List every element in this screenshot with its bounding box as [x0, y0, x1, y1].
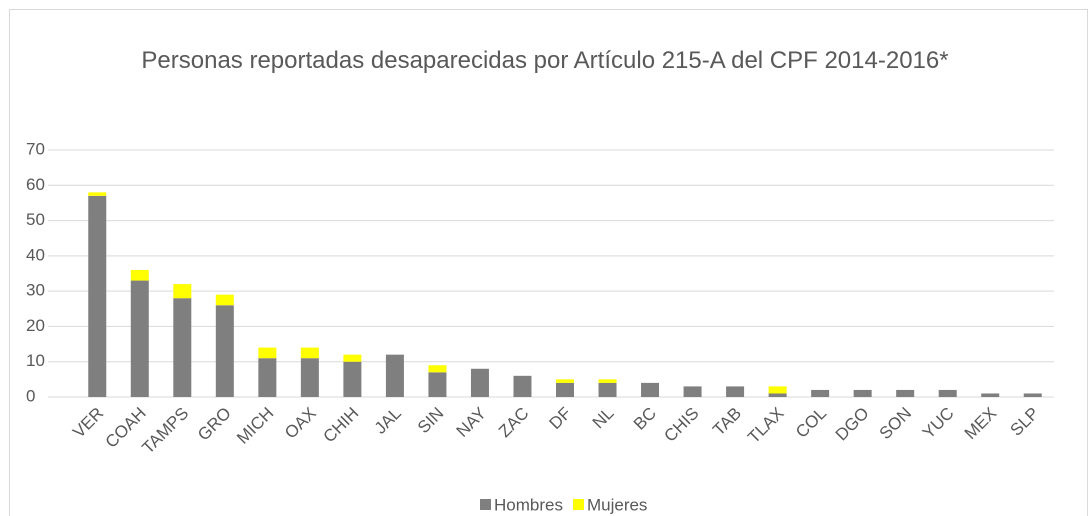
bar-segment	[470, 368, 489, 397]
bar-segment	[981, 393, 1000, 397]
bar-segment	[385, 354, 404, 397]
x-tick-label: CHIH	[320, 404, 363, 447]
bar-segment	[88, 192, 107, 196]
bar-segment	[343, 361, 362, 397]
y-tick-label: 40	[26, 245, 45, 264]
x-tick-label: SON	[876, 404, 915, 443]
x-tick-label: GRO	[194, 404, 235, 445]
bar-segment	[300, 347, 319, 359]
bar-segment	[556, 379, 574, 383]
bar-segment	[683, 386, 702, 397]
chart-title: Personas reportadas desaparecidas por Ar…	[141, 47, 949, 74]
x-tick-label: OAX	[281, 404, 320, 443]
legend-label: Hombres	[494, 495, 563, 514]
bar-segment	[641, 382, 660, 397]
x-tick-label: DF	[546, 404, 575, 433]
bar-segment	[598, 379, 617, 383]
bar-segment	[598, 382, 617, 397]
x-tick-label: CHIS	[660, 404, 702, 446]
y-tick-label: 70	[26, 139, 45, 158]
bar-segment	[258, 358, 277, 397]
x-tick-label: SIN	[414, 404, 447, 437]
x-tick-label: SLP	[1007, 404, 1043, 440]
bar-segment	[130, 269, 149, 281]
bar-segment	[428, 365, 447, 373]
x-tick-label: COL	[792, 404, 830, 442]
x-tick-label: BC	[630, 404, 660, 434]
legend-swatch	[480, 499, 491, 510]
y-tick-label: 0	[26, 386, 35, 405]
x-tick-label: YUC	[919, 404, 958, 443]
bar-segment	[726, 386, 745, 397]
x-tick-label: TAMPS	[138, 404, 192, 458]
chart-border	[9, 9, 1088, 516]
x-tick-label: JAL	[371, 404, 405, 438]
legend-swatch	[572, 499, 584, 510]
bar-segment	[88, 195, 107, 397]
bar-segment	[173, 298, 192, 397]
bar-segment	[768, 393, 787, 397]
bar-segment	[938, 389, 957, 397]
y-tick-label: 20	[26, 316, 45, 335]
x-tick-label: MICH	[233, 404, 277, 448]
bar-segment	[215, 294, 234, 306]
bar-segment	[300, 358, 319, 397]
x-tick-label: VER	[69, 404, 107, 442]
bar-segment	[130, 280, 149, 397]
y-tick-label: 60	[26, 175, 45, 194]
y-tick-label: 30	[26, 281, 45, 300]
bar-segment	[853, 389, 872, 397]
bar-segment	[811, 389, 830, 397]
bar-segment	[258, 347, 277, 359]
legend-label: Mujeres	[587, 495, 647, 514]
x-tick-label: TLAX	[744, 404, 788, 448]
bar-segment	[215, 305, 234, 397]
bar-segment	[173, 284, 192, 299]
bar-segment	[428, 372, 447, 397]
bar-segment	[768, 386, 787, 394]
x-tick-label: ZAC	[495, 404, 532, 441]
x-tick-label: NAY	[453, 404, 490, 441]
y-tick-label: 50	[26, 210, 45, 229]
x-tick-label: MEX	[961, 404, 1000, 443]
y-tick-label: 10	[26, 351, 45, 370]
bar-segment	[1023, 393, 1042, 397]
x-tick-label: NL	[589, 404, 618, 433]
x-tick-label: DGO	[832, 404, 873, 445]
x-tick-label: TAB	[709, 404, 745, 440]
bar-segment	[556, 382, 574, 397]
bar-segment	[896, 389, 915, 397]
bar-segment	[343, 354, 362, 362]
bar-segment	[513, 375, 532, 397]
